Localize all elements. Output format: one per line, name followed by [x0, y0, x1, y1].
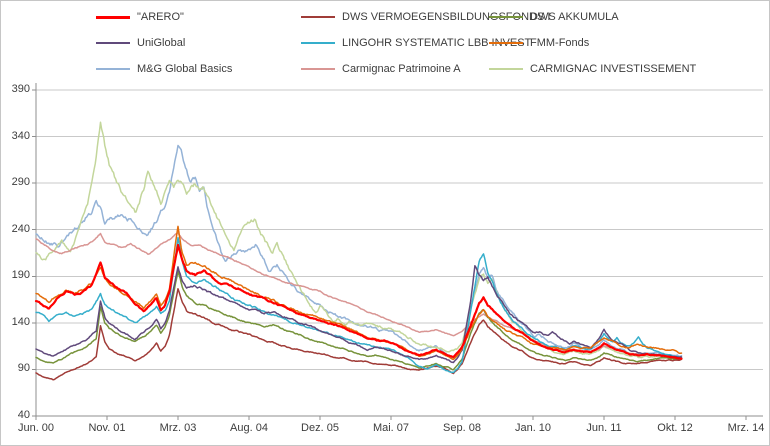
legend-item: UniGlobal [96, 35, 185, 51]
y-axis-tick-label: 140 [11, 315, 30, 328]
series-line-dws-akkumula [35, 270, 683, 371]
legend-line-swatch [96, 15, 130, 19]
y-axis-tick-label: 240 [11, 222, 30, 235]
legend-line-swatch [96, 42, 130, 44]
x-axis-tick-label: Jun. 00 [17, 422, 55, 434]
series-line-lingohr-systematic-lbb-invest [35, 236, 683, 374]
legend-label: UniGlobal [137, 37, 186, 49]
legend-line-swatch [96, 68, 130, 70]
y-axis-tick-label: 390 [11, 83, 30, 95]
legend-item: DWS AKKUMULA [489, 9, 619, 25]
legend-label: "ARERO" [137, 11, 184, 23]
series-line-uniglobal [35, 265, 683, 364]
legend-item: DWS VERMOEGENSBILDUNGSFONDS I [301, 9, 550, 25]
legend-item: CARMIGNAC INVESTISSEMENT [489, 61, 696, 77]
legend-label: LINGOHR SYSTEMATIC LBB INVEST [342, 37, 532, 49]
legend-item: M&G Global Basics [96, 61, 232, 77]
x-axis-tick-label: Mrz. 03 [159, 422, 197, 434]
legend-line-swatch [489, 68, 523, 70]
legend-item: Carmignac Patrimoine A [301, 61, 461, 77]
x-axis-tick-label: Nov. 01 [88, 422, 126, 434]
y-axis-tick-label: 190 [11, 269, 30, 282]
x-axis-tick-label: Dez. 05 [301, 422, 339, 434]
legend-item: LINGOHR SYSTEMATIC LBB INVEST [301, 35, 531, 51]
series-line-fmm-fonds [35, 225, 683, 361]
series-line-m-g-global-basics [35, 144, 683, 360]
x-axis-tick-label: Sep. 08 [443, 422, 481, 434]
legend-line-swatch [301, 16, 335, 18]
legend-label: DWS AKKUMULA [530, 11, 619, 23]
legend-item: "ARERO" [96, 9, 184, 25]
legend-label: DWS VERMOEGENSBILDUNGSFONDS I [342, 11, 551, 23]
x-axis-tick-label: Jan. 10 [514, 422, 552, 434]
x-axis-tick-label: Okt. 12 [657, 422, 693, 434]
legend-line-swatch [301, 42, 335, 44]
series-line-carmignac-patrimoine-a [35, 231, 683, 360]
legend-line-swatch [489, 16, 523, 18]
legend-label: M&G Global Basics [137, 63, 233, 75]
legend-line-swatch [489, 42, 523, 44]
y-axis-tick-label: 290 [11, 176, 30, 189]
legend-line-swatch [301, 68, 335, 70]
legend-label: Carmignac Patrimoine A [342, 63, 461, 75]
x-axis-tick-label: Mrz. 14 [727, 422, 765, 434]
x-axis-tick-label: Jun. 11 [586, 422, 622, 434]
legend-label: CARMIGNAC INVESTISSEMENT [530, 63, 697, 75]
y-axis-tick-label: 340 [11, 129, 30, 142]
legend-label: FMM-Fonds [530, 37, 590, 49]
series-line-dws-vermoegensbildungsfonds-i [35, 288, 683, 381]
legend-item: FMM-Fonds [489, 35, 589, 51]
y-axis-tick-label: 40 [17, 409, 30, 421]
x-axis-tick-label: Mai. 07 [372, 422, 410, 434]
y-axis-tick-label: 90 [17, 362, 30, 375]
x-axis-tick-label: Aug. 04 [230, 422, 268, 434]
series-line-arero [34, 243, 683, 360]
